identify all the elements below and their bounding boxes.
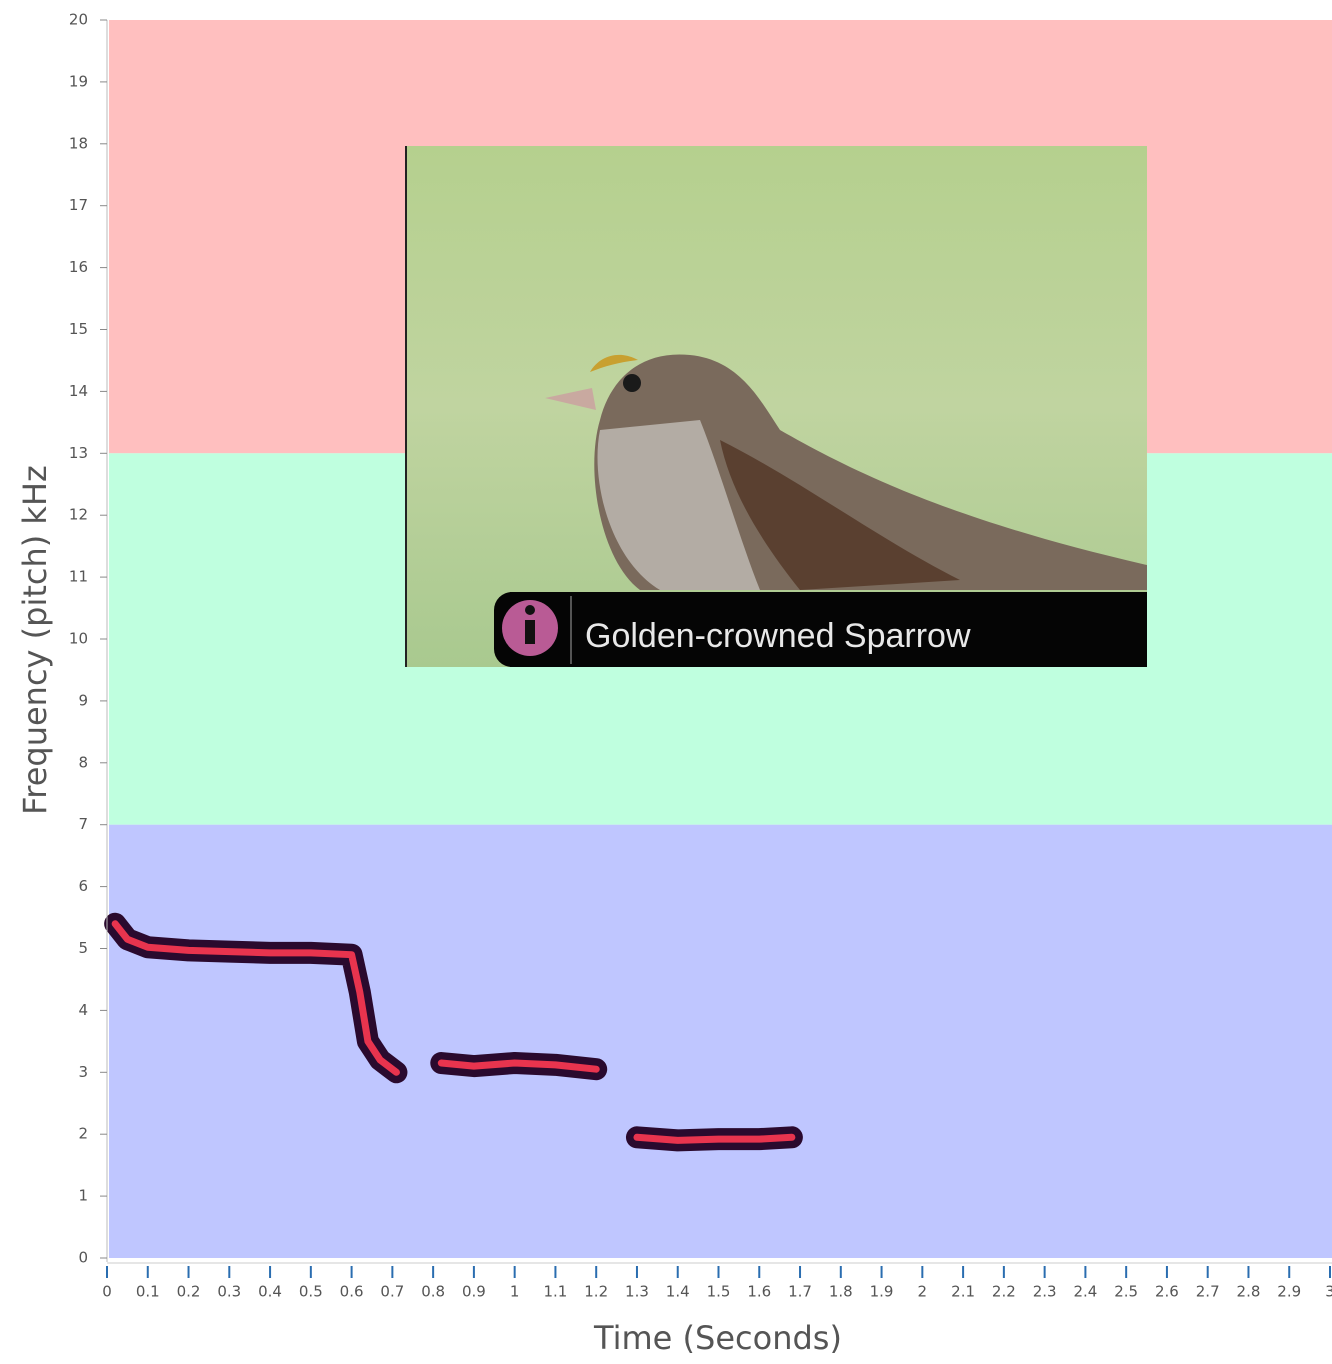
y-axis-title: Frequency (pitch) kHz xyxy=(16,465,54,815)
x-tick-label: 2 xyxy=(918,1283,928,1301)
y-tick-label: 12 xyxy=(69,506,88,524)
y-tick-label: 16 xyxy=(69,258,88,276)
x-tick-label: 0 xyxy=(102,1283,112,1301)
x-tick-label: 2.1 xyxy=(951,1283,975,1301)
y-tick-label: 14 xyxy=(69,382,88,400)
frequency-band xyxy=(109,825,1332,1258)
y-tick-label: 18 xyxy=(69,134,88,152)
y-tick-label: 3 xyxy=(78,1063,88,1081)
x-tick-label: 0.1 xyxy=(136,1283,160,1301)
x-tick-label: 2.8 xyxy=(1237,1283,1261,1301)
x-tick-label: 2.4 xyxy=(1073,1283,1097,1301)
y-tick-label: 7 xyxy=(78,815,88,833)
x-tick-label: 0.6 xyxy=(340,1283,364,1301)
x-tick-label: 1 xyxy=(510,1283,520,1301)
x-tick-label: 0.8 xyxy=(421,1283,445,1301)
x-tick-label: 1.7 xyxy=(788,1283,812,1301)
x-tick-label: 0.4 xyxy=(258,1283,282,1301)
y-tick-label: 19 xyxy=(69,72,88,90)
x-tick-label: 2.6 xyxy=(1155,1283,1179,1301)
y-tick-label: 5 xyxy=(78,939,88,957)
x-tick-label: 0.7 xyxy=(380,1283,404,1301)
y-tick-label: 6 xyxy=(78,877,88,895)
x-tick-label: 2.2 xyxy=(992,1283,1016,1301)
y-tick-label: 9 xyxy=(78,691,88,709)
x-tick-label: 1.3 xyxy=(625,1283,649,1301)
y-tick-label: 0 xyxy=(78,1249,88,1267)
y-tick-label: 13 xyxy=(69,444,88,462)
y-tick-label: 10 xyxy=(69,630,88,648)
x-tick-label: 2.3 xyxy=(1033,1283,1057,1301)
x-tick-label: 0.9 xyxy=(462,1283,486,1301)
x-tick-label: 0.5 xyxy=(299,1283,323,1301)
x-tick-label: 0.2 xyxy=(177,1283,201,1301)
call-trace-core xyxy=(637,1137,792,1140)
y-tick-label: 11 xyxy=(69,568,88,586)
bird-photo: Golden-crowned Sparrow xyxy=(406,146,1147,667)
y-tick-label: 2 xyxy=(78,1125,88,1143)
y-tick-label: 4 xyxy=(78,1001,88,1019)
chart: Golden-crowned Sparrow Frequency (pitch)… xyxy=(0,0,1332,1364)
x-tick-label: 1.4 xyxy=(666,1283,690,1301)
x-tick-label: 2.7 xyxy=(1196,1283,1220,1301)
x-tick-label: 1.6 xyxy=(747,1283,771,1301)
x-tick-label: 3 xyxy=(1325,1283,1332,1301)
y-tick-label: 15 xyxy=(69,320,88,338)
x-tick-label: 1.2 xyxy=(584,1283,608,1301)
x-tick-label: 2.9 xyxy=(1277,1283,1301,1301)
x-tick-label: 2.5 xyxy=(1114,1283,1138,1301)
y-tick-label: 17 xyxy=(69,196,88,214)
x-tick-label: 1.5 xyxy=(707,1283,731,1301)
x-tick-label: 1.8 xyxy=(829,1283,853,1301)
y-tick-label: 1 xyxy=(78,1187,88,1205)
photo-caption: Golden-crowned Sparrow xyxy=(585,617,971,655)
y-tick-label: 8 xyxy=(78,753,88,771)
x-tick-label: 1.9 xyxy=(870,1283,894,1301)
y-tick-label: 20 xyxy=(69,11,88,29)
x-tick-label: 0.3 xyxy=(217,1283,241,1301)
x-tick-label: 1.1 xyxy=(544,1283,568,1301)
x-axis-title: Time (Seconds) xyxy=(593,1319,842,1357)
